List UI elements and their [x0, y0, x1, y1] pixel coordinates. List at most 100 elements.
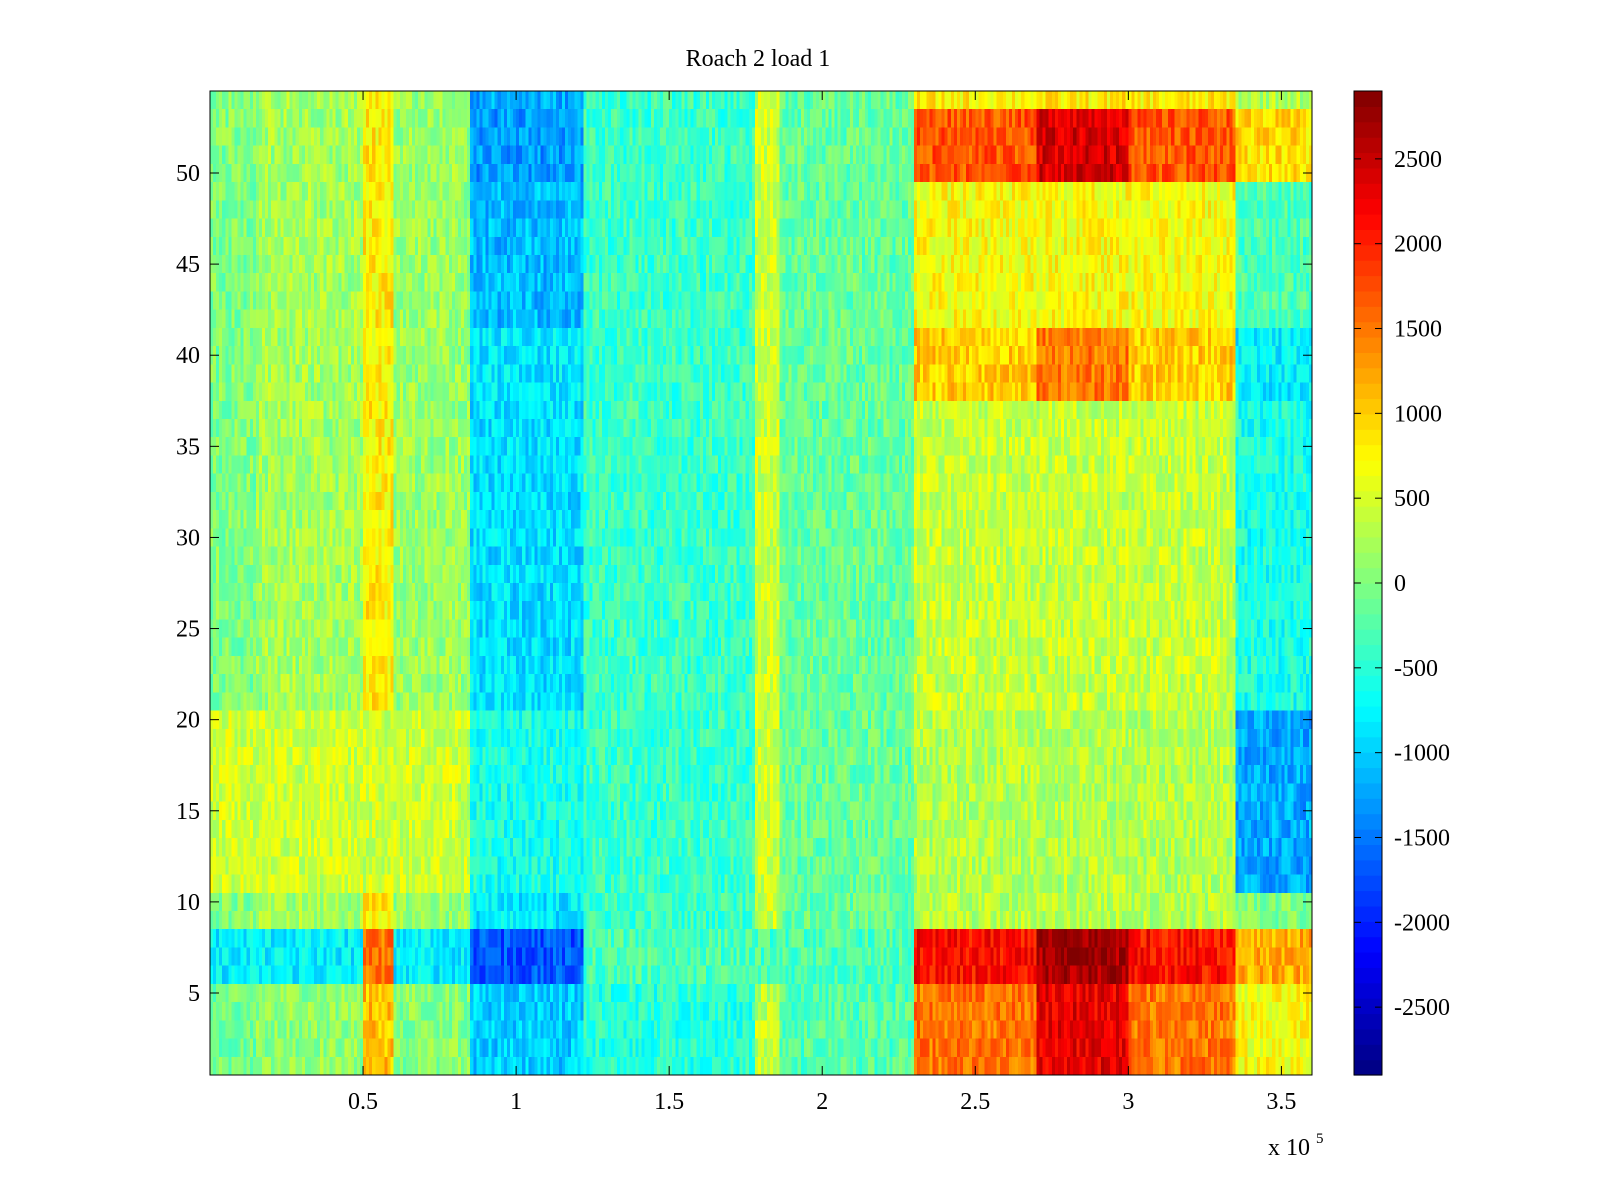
heatmap-cells: [210, 91, 1312, 1075]
colorbar-tick-label: -1500: [1394, 825, 1450, 851]
colorbar-segment: [1354, 198, 1382, 215]
colorbar-axis: -2500 -2000 -1500 -1000 -500 0 500 1000 1500 2000…: [1354, 147, 1450, 1021]
colorbar-segment: [1354, 290, 1382, 307]
colorbar-segment: [1354, 91, 1382, 107]
colorbar-segment: [1354, 936, 1382, 953]
colorbar-tick-label: 1500: [1394, 317, 1442, 343]
colorbar-tick-label: 2500: [1394, 147, 1442, 173]
colorbar-segment: [1354, 444, 1382, 461]
heatmap: [210, 91, 1312, 1075]
y-tick-label: 40: [176, 343, 200, 369]
colorbar-segment: [1354, 321, 1382, 338]
colorbar-tick-label: 500: [1394, 486, 1430, 512]
colorbar-segment: [1354, 905, 1382, 922]
colorbar-segment: [1354, 583, 1382, 599]
chart-title: Roach 2 load 1: [686, 46, 831, 72]
colorbar-segment: [1354, 121, 1382, 138]
colorbar-segment: [1354, 706, 1382, 722]
colorbar-segment: [1354, 844, 1382, 861]
colorbar: [1353, 90, 1383, 1076]
colorbar-segment: [1354, 875, 1382, 892]
colorbar-segment: [1354, 429, 1382, 446]
x-tick-label: 3.5: [1266, 1089, 1296, 1115]
y-tick-label: 20: [176, 708, 200, 734]
colorbar-segment: [1354, 998, 1382, 1015]
colorbar-segment: [1354, 260, 1382, 277]
y-tick-label: 10: [176, 890, 200, 916]
x-tick-label: 2.5: [960, 1089, 990, 1115]
colorbar-segment: [1354, 829, 1382, 845]
y-tick-label: 25: [176, 617, 200, 643]
colorbar-segment: [1354, 613, 1382, 630]
y-tick-label: 15: [176, 799, 200, 825]
x-axis-multiplier: x 10 5: [1268, 1131, 1324, 1161]
colorbar-segment: [1354, 306, 1382, 323]
y-tick-label: 45: [176, 252, 200, 278]
x-axis-multiplier-exponent: 5: [1316, 1131, 1324, 1147]
colorbar-segment: [1354, 1044, 1382, 1061]
colorbar-segment: [1354, 952, 1382, 968]
colorbar-segment: [1354, 352, 1382, 369]
colorbar-segment: [1354, 460, 1382, 476]
colorbar-tick-label: -2500: [1394, 995, 1450, 1021]
colorbar-segment: [1354, 244, 1382, 261]
y-tick-label: 30: [176, 525, 200, 551]
colorbar-segment: [1354, 337, 1382, 353]
colorbar-segment: [1354, 475, 1382, 492]
x-axis-multiplier-base: x 10: [1268, 1135, 1310, 1161]
y-tick-label: 35: [176, 434, 200, 460]
colorbar-segment: [1354, 690, 1382, 707]
colorbar-tick-label: -500: [1394, 656, 1438, 682]
colorbar-segment: [1354, 859, 1382, 876]
colorbar-segment: [1354, 567, 1382, 584]
colorbar-tick-label: -1000: [1394, 741, 1450, 767]
colorbar-tick-label: 2000: [1394, 232, 1442, 258]
colorbar-segment: [1354, 167, 1382, 184]
colorbar-segment: [1354, 229, 1382, 246]
colorbar-segment: [1354, 398, 1382, 415]
colorbar-tick-label: 0: [1394, 571, 1406, 597]
colorbar-segment: [1354, 214, 1382, 230]
colorbar-segment: [1354, 752, 1382, 769]
x-tick-label: 0.5: [348, 1089, 378, 1115]
y-axis: 5 10 15 20 25 30 35 40 45 50: [176, 161, 1312, 1007]
colorbar-segment: [1354, 1013, 1382, 1030]
colorbar-segment: [1354, 106, 1382, 123]
colorbar-segment: [1354, 782, 1382, 799]
colorbar-segment: [1354, 767, 1382, 784]
colorbar-segment: [1354, 736, 1382, 753]
colorbar-segment: [1354, 275, 1382, 292]
y-tick-label: 50: [176, 161, 200, 187]
y-tick-label: 5: [188, 981, 200, 1007]
colorbar-segment: [1354, 1028, 1382, 1045]
colorbar-segment: [1354, 813, 1382, 830]
colorbar-segment: [1354, 152, 1382, 169]
colorbar-segment: [1354, 598, 1382, 615]
colorbar-segment: [1354, 552, 1382, 569]
colorbar-segment: [1354, 137, 1382, 154]
colorbar-tick-label: -2000: [1394, 910, 1450, 936]
colorbar-segment: [1354, 921, 1382, 938]
colorbar-segment: [1354, 521, 1382, 538]
x-tick-label: 3: [1122, 1089, 1134, 1115]
colorbar-segment: [1354, 659, 1382, 676]
x-tick-label: 1: [510, 1089, 522, 1115]
colorbar-segment: [1354, 675, 1382, 692]
colorbar-segment: [1354, 1059, 1382, 1076]
colorbar-segment: [1354, 413, 1382, 430]
colorbar-segment: [1354, 367, 1382, 384]
colorbar-segment: [1354, 967, 1382, 984]
colorbar-segment: [1354, 183, 1382, 200]
colorbar-segment: [1354, 890, 1382, 907]
colorbar-segment: [1354, 383, 1382, 400]
colorbar-segment: [1354, 629, 1382, 646]
colorbar-segment: [1354, 798, 1382, 815]
colorbar-segment: [1354, 721, 1382, 738]
plot-border: [209, 90, 1313, 1076]
colorbar-segment: [1354, 536, 1382, 553]
colorbar-segment: [1354, 506, 1382, 523]
colorbar-segment: [1354, 982, 1382, 999]
x-tick-label: 1.5: [654, 1089, 684, 1115]
colorbar-segment: [1354, 490, 1382, 507]
